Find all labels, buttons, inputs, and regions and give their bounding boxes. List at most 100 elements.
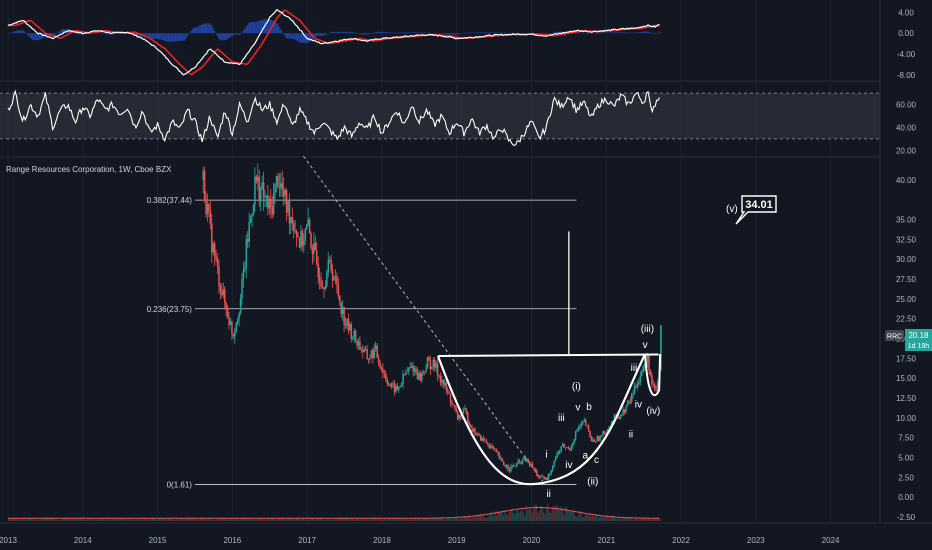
candle-body <box>520 461 522 464</box>
macd-hist-bar <box>633 32 635 34</box>
candle-body <box>275 176 278 184</box>
volume-bar <box>599 516 601 521</box>
macd-hist-bar <box>318 33 321 37</box>
macd-hist-bar <box>345 31 348 34</box>
candle-body <box>556 454 558 458</box>
volume-bar <box>239 519 241 521</box>
volume-bar <box>345 518 348 521</box>
volume-bar <box>583 516 585 521</box>
time-axis[interactable]: 2013 2014 2015 2016 2017 2018 2019 2020 2021 2022… <box>0 536 840 545</box>
macd-hist-bar <box>577 32 579 34</box>
candle-body <box>638 381 640 385</box>
rsi-axis[interactable]: 60.00 40.00 20.00 <box>896 101 917 156</box>
volume-bar <box>144 518 146 521</box>
volume-bar <box>173 519 175 521</box>
macd-hist-bar <box>364 33 367 35</box>
candle-body <box>544 477 547 480</box>
macd-hist-bar <box>327 33 329 34</box>
volume-bar <box>458 518 460 521</box>
candle-body <box>425 368 427 372</box>
macd-hist-bar <box>521 33 523 34</box>
macd-hist-bar <box>545 33 548 35</box>
macd-pane[interactable] <box>7 8 661 76</box>
macd-hist-bar <box>353 32 355 34</box>
candle-body <box>498 454 501 459</box>
symbol-legend[interactable]: Range Resources Corporation, 1W, Cboe BZ… <box>6 165 172 174</box>
macd-hist-bar <box>439 33 441 34</box>
candle-body <box>491 445 493 447</box>
target-callout[interactable]: (v) 34.01 <box>726 195 777 225</box>
macd-hist-bar <box>368 33 371 34</box>
macd-hist-bar <box>274 21 276 34</box>
candle-body <box>622 409 624 415</box>
candle-body <box>385 373 387 380</box>
volume-bar <box>235 517 237 521</box>
candle-body <box>372 350 374 358</box>
volume-bar <box>650 518 653 521</box>
macd-hist-bar <box>184 33 187 40</box>
volume-bar <box>220 518 223 521</box>
candle-body <box>423 371 426 373</box>
candle-body <box>572 443 574 447</box>
macd-hist-bar <box>472 32 474 34</box>
macd-hist-bar <box>317 33 319 37</box>
candle-body <box>449 394 452 403</box>
macd-hist-bar <box>284 33 286 36</box>
volume-bar <box>219 518 221 521</box>
volume-bar <box>157 519 159 521</box>
macd-hist-bar <box>110 33 112 35</box>
volume-bar <box>452 518 454 521</box>
volume-bar <box>525 505 528 521</box>
handle-curve[interactable] <box>644 353 662 397</box>
candle-body <box>582 421 584 424</box>
macd-hist-bar <box>391 32 394 34</box>
candle-body <box>301 231 304 246</box>
macd-hist-bar <box>269 19 272 34</box>
candle-body <box>382 369 384 373</box>
candle-body <box>551 466 554 471</box>
macd-hist-bar <box>446 33 449 35</box>
candle-body <box>484 440 486 442</box>
dashed-trendline[interactable] <box>302 155 544 482</box>
cup-pattern-curve[interactable] <box>436 353 647 486</box>
volume-bar <box>509 510 512 521</box>
cup-rim-line[interactable] <box>437 353 659 357</box>
volume-bar <box>413 517 415 521</box>
macd-hist-bar <box>422 32 424 34</box>
rsi-pane[interactable] <box>0 89 880 147</box>
candle-body <box>326 272 328 287</box>
volume-bar <box>565 507 568 521</box>
macd-hist-bar <box>498 32 500 34</box>
macd-hist-bar <box>75 33 77 34</box>
macd-hist-bar <box>514 32 516 34</box>
macd-hist-bar <box>219 33 221 41</box>
volume-bar <box>8 518 10 521</box>
macd-hist-bar <box>435 33 437 34</box>
macd-hist-bar <box>105 33 108 35</box>
macd-hist-bar <box>390 32 392 34</box>
candle-body <box>376 345 378 358</box>
candle-body <box>232 333 235 337</box>
volume-bar <box>230 518 233 521</box>
macd-hist-bar <box>164 33 167 42</box>
volume-bar <box>216 519 218 521</box>
macd-hist-bar <box>29 33 31 38</box>
candle-body <box>288 200 291 224</box>
macd-hist-bar <box>551 32 554 34</box>
candle-body <box>560 446 563 451</box>
candle-body <box>284 189 286 196</box>
macd-hist-bar <box>412 32 414 34</box>
macd-hist-bar <box>492 32 495 34</box>
price-pane[interactable]: 0.382(37.44)0.236(23.75)0(1.61) (iii)vii… <box>6 155 777 521</box>
candle-body <box>248 221 250 242</box>
volume-bar <box>85 519 87 521</box>
candle-body <box>639 375 642 382</box>
macd-hist-bar <box>463 33 466 34</box>
volume-bar <box>449 518 451 521</box>
macd-axis[interactable]: 4.00 0.00 -4.00 -8.00 <box>897 8 916 79</box>
volume-bar <box>74 518 76 521</box>
volume-bar <box>580 513 582 521</box>
macd-hist-bar <box>461 33 463 34</box>
candle-body <box>518 460 521 462</box>
